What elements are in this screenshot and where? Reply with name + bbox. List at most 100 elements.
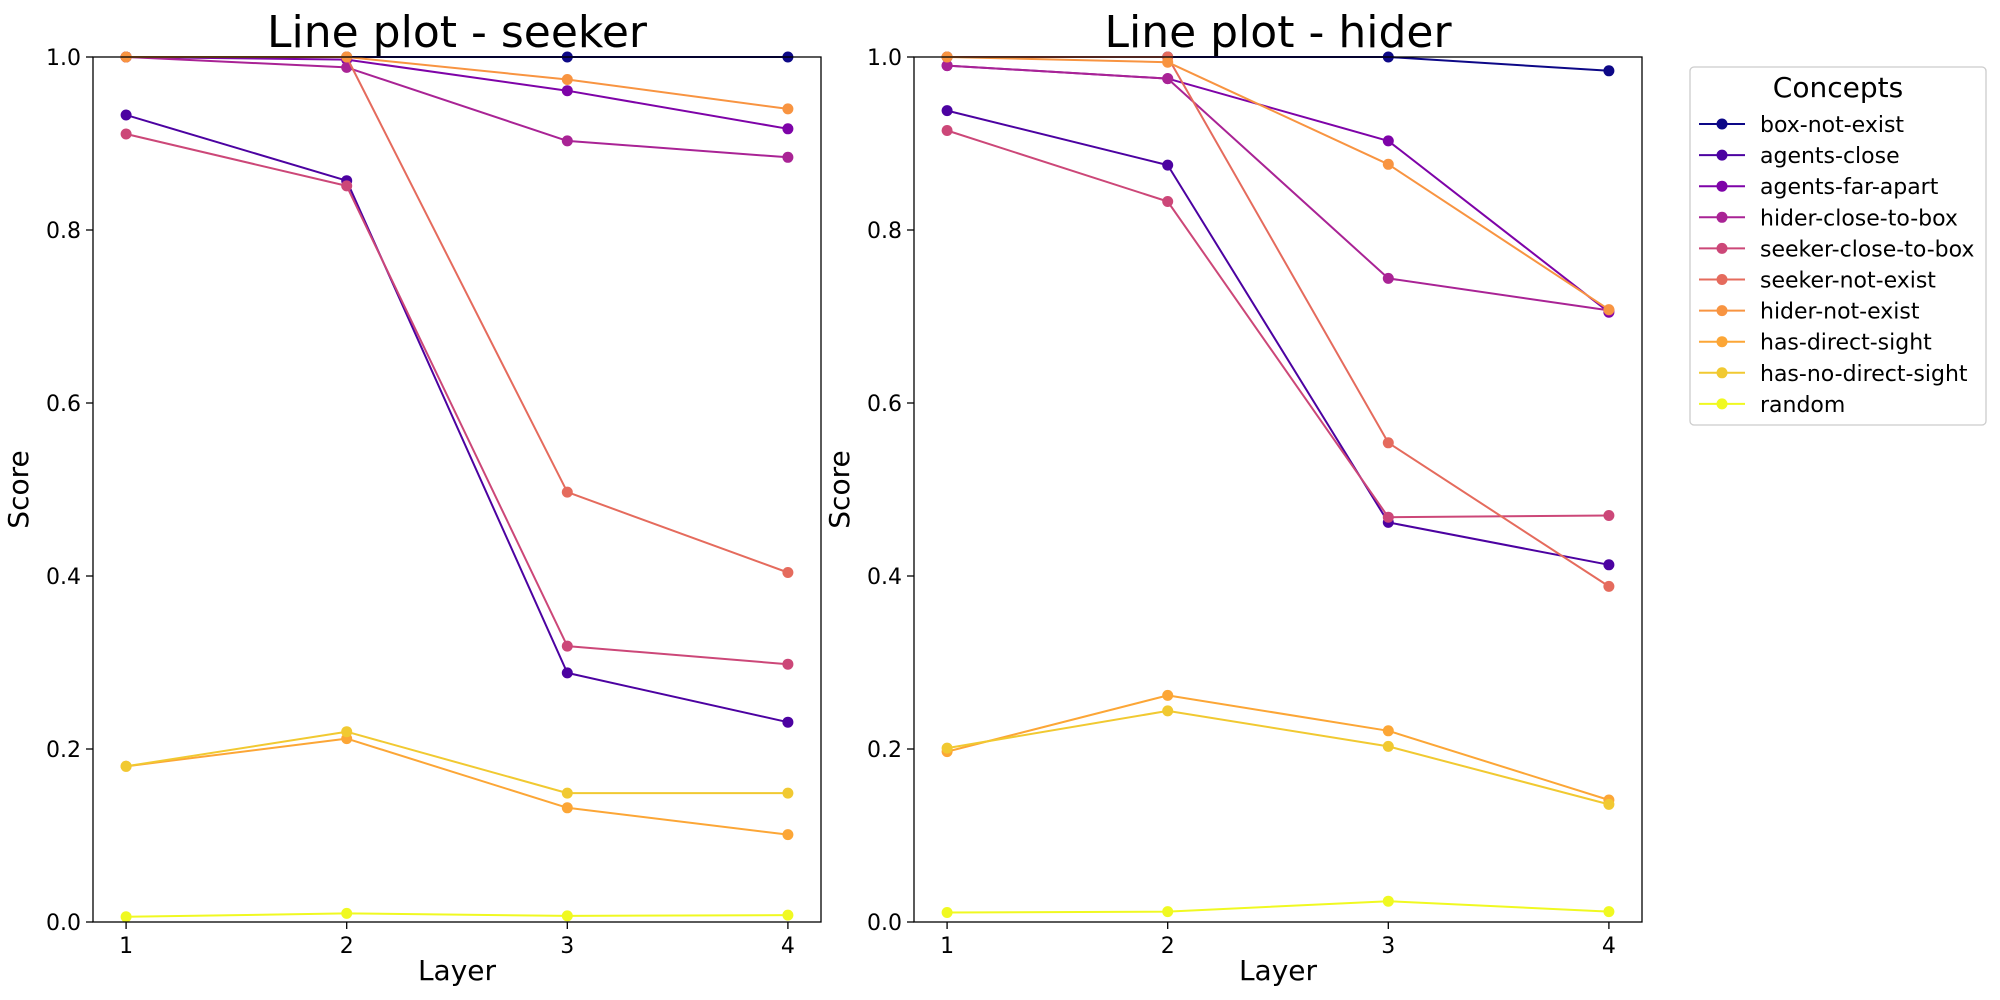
legend-item-has-direct-sight: has-direct-sight (1699, 331, 1932, 356)
series-seeker-not-exist (941, 51, 1615, 592)
legend-swatch-marker (1716, 336, 1728, 348)
data-point-seeker-not-exist-3 (1382, 437, 1394, 449)
legend-label: box-not-exist (1760, 113, 1904, 138)
series-line-has-no-direct-sight (125, 730, 788, 795)
data-point-has-no-direct-sight-3 (561, 787, 573, 799)
y-tick-label: 0.0 (867, 911, 902, 936)
data-point-has-direct-sight-4 (782, 829, 794, 841)
data-point-hider-not-exist-4 (1603, 304, 1615, 316)
legend-label: agents-far-apart (1760, 175, 1939, 200)
chart-panel-seeker: 1 2 3 4 0.0 0.2 0.4 0.6 0.8 1.0 Line plot - seeker… (2, 7, 822, 987)
data-point-seeker-not-exist-4 (1603, 580, 1615, 592)
series-line-hider-close-to-box (947, 64, 1610, 312)
data-point-seeker-close-to-box-2 (341, 180, 353, 192)
series-has-no-direct-sight (120, 726, 794, 799)
legend-item-random: random (1699, 393, 1845, 418)
x-tick-label: 3 (560, 934, 574, 959)
series-line-seeker-close-to-box (125, 133, 788, 666)
data-point-hider-close-to-box-4 (782, 151, 794, 163)
data-point-random-2 (1162, 906, 1174, 918)
legend-item-box-not-exist: box-not-exist (1699, 113, 1904, 138)
series-line-hider-not-exist (126, 56, 789, 110)
x-tick-label: 1 (940, 934, 954, 959)
y-tick-label: 0.0 (46, 911, 81, 936)
y-tick-label: 1.0 (867, 46, 902, 71)
series-line-agents-close (946, 109, 1610, 566)
data-point-has-no-direct-sight-4 (782, 787, 794, 799)
series-agents-far-apart (941, 60, 1615, 318)
data-point-seeker-not-exist-4 (782, 567, 794, 578)
series-random (941, 895, 1615, 918)
data-point-has-no-direct-sight-2 (1162, 705, 1174, 717)
chart-title: Line plot - seeker (267, 7, 648, 58)
legend-label: has-direct-sight (1760, 331, 1932, 356)
data-point-agents-close-1 (120, 109, 132, 121)
series-line-hider-not-exist (947, 56, 1610, 311)
data-point-has-no-direct-sight-3 (1382, 740, 1394, 752)
series-line-has-no-direct-sight (946, 709, 1610, 806)
legend-swatch-marker (1716, 118, 1728, 130)
series-seeker-not-exist (120, 51, 794, 578)
legend-label: seeker-not-exist (1760, 269, 1936, 294)
legend: Concepts box-not-exist agents-close agents-… (1689, 66, 1987, 426)
data-point-seeker-close-to-box-3 (561, 640, 573, 652)
data-point-random-3 (1382, 895, 1394, 907)
data-point-agents-close-2 (1162, 159, 1174, 171)
y-tick-label: 0.4 (46, 565, 81, 590)
legend-item-seeker-close-to-box: seeker-close-to-box (1699, 237, 1974, 262)
data-point-hider-not-exist-3 (561, 74, 573, 85)
data-point-has-direct-sight-2 (1162, 689, 1174, 701)
series-hider-close-to-box (941, 60, 1615, 316)
x-axis-label: Layer (1239, 954, 1318, 987)
axes-frame (913, 56, 1643, 923)
data-point-agents-close-3 (561, 667, 573, 679)
data-point-seeker-close-to-box-4 (1603, 510, 1615, 521)
series-line-seeker-not-exist (947, 56, 1610, 588)
legend-item-agents-far-apart: agents-far-apart (1699, 175, 1939, 200)
legend-label: hider-not-exist (1760, 300, 1920, 325)
series-line-random (947, 900, 1609, 914)
data-point-random-3 (561, 910, 573, 922)
data-point-hider-not-exist-4 (782, 103, 794, 115)
data-point-random-1 (941, 907, 953, 918)
legend-title: Concepts (1773, 71, 1903, 104)
axes-frame (92, 56, 822, 923)
y-tick-label: 0.4 (867, 565, 902, 590)
legend-box (1689, 66, 1987, 426)
series-line-has-direct-sight (946, 694, 1610, 801)
series-agents-far-apart (120, 51, 794, 135)
legend-item-hider-close-to-box: hider-close-to-box (1699, 206, 1958, 231)
x-tick-label: 1 (119, 934, 133, 959)
chart-title: Line plot - hider (1104, 7, 1452, 58)
data-point-hider-not-exist-3 (1382, 158, 1394, 170)
data-point-seeker-not-exist-3 (561, 486, 573, 498)
data-point-seeker-close-to-box-4 (782, 658, 794, 670)
data-point-has-direct-sight-3 (561, 802, 573, 814)
data-point-has-no-direct-sight-1 (941, 742, 953, 754)
data-point-hider-not-exist-2 (1162, 56, 1174, 68)
series-line-has-direct-sight (125, 737, 789, 836)
x-tick-label: 2 (1161, 934, 1175, 959)
y-axis-label: Score (2, 450, 35, 528)
legend-label: has-no-direct-sight (1760, 362, 1968, 387)
y-tick-label: 0.6 (867, 392, 902, 417)
x-tick-label: 3 (1381, 934, 1395, 959)
series-line-seeker-close-to-box (946, 129, 1609, 519)
series-random (120, 907, 794, 923)
series-line-agents-close (125, 114, 789, 724)
data-point-agents-close-1 (941, 105, 953, 117)
series-has-direct-sight (120, 733, 794, 841)
legend-label: agents-close (1760, 144, 1900, 169)
data-point-random-4 (1603, 906, 1615, 918)
data-point-agents-far-apart-3 (1382, 135, 1394, 147)
data-point-seeker-close-to-box-1 (941, 125, 953, 136)
series-line-hider-close-to-box (126, 56, 788, 159)
legend-swatch-marker (1716, 242, 1728, 254)
legend-item-seeker-not-exist: seeker-not-exist (1699, 269, 1936, 294)
y-tick-label: 0.8 (867, 219, 902, 244)
x-tick-label: 2 (340, 934, 354, 959)
legend-swatch-marker (1716, 180, 1728, 192)
data-point-hider-close-to-box-2 (341, 61, 353, 73)
data-point-agents-far-apart-3 (561, 85, 573, 97)
